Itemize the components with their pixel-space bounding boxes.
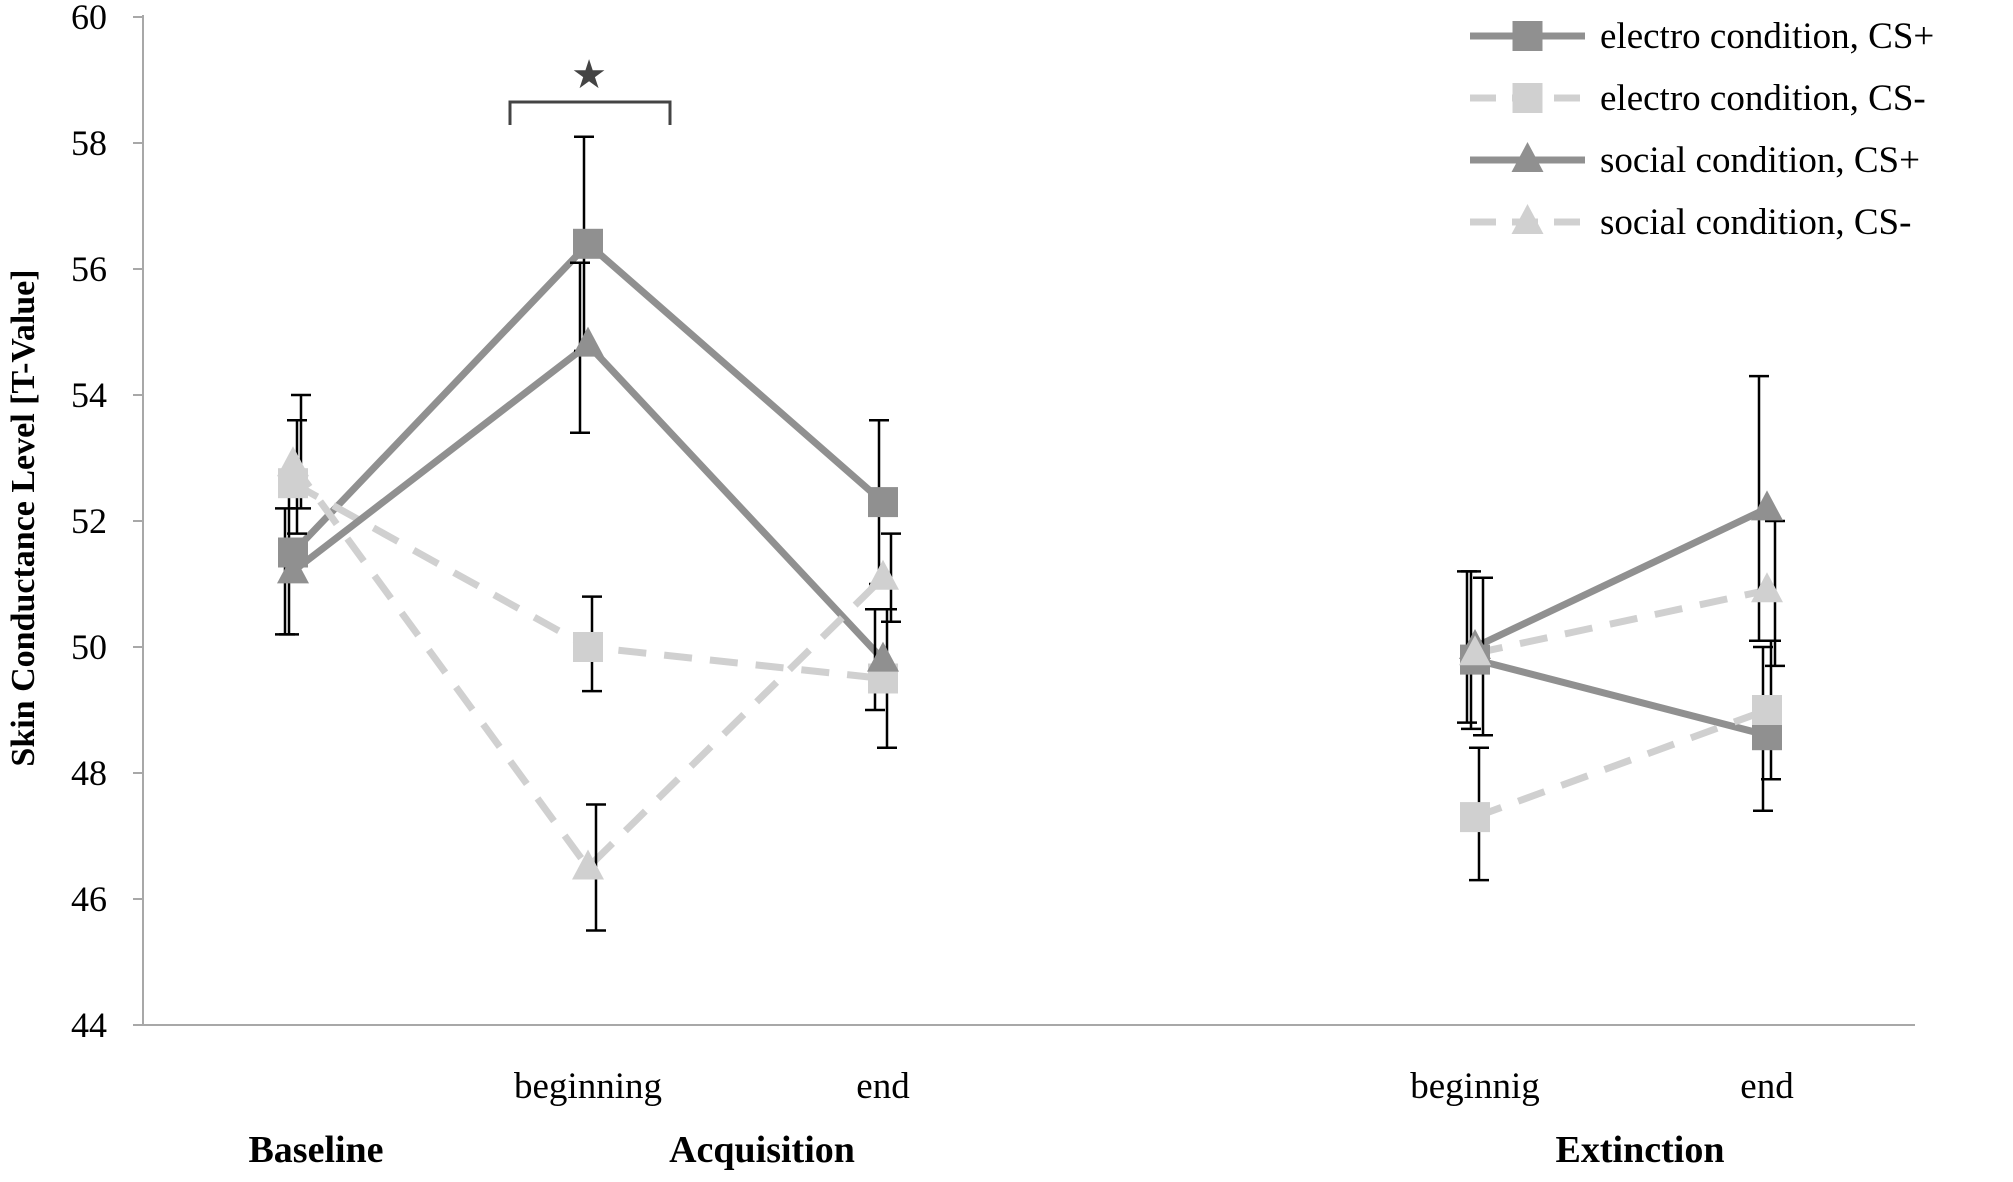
series-line <box>290 462 886 871</box>
x-tick-label: end <box>856 1066 910 1107</box>
y-tick-label: 54 <box>71 375 107 415</box>
y-tick-label: 60 <box>71 0 107 37</box>
error-bars <box>275 135 1785 932</box>
data-point <box>1511 142 1544 172</box>
phase-label: Baseline <box>248 1129 383 1171</box>
data-point <box>1511 204 1544 234</box>
data-point <box>572 849 604 880</box>
data-point <box>1751 572 1783 603</box>
data-point <box>277 553 309 584</box>
data-point <box>1752 695 1782 725</box>
data-point <box>1751 490 1783 521</box>
markers-group <box>277 228 1783 880</box>
x-tick-label: beginning <box>514 1066 662 1107</box>
y-tick-label: 56 <box>71 249 107 289</box>
data-point <box>1512 21 1543 51</box>
series-line <box>290 341 886 662</box>
y-tick-label: 46 <box>71 879 107 919</box>
data-point <box>572 326 604 357</box>
y-tick-label: 52 <box>71 501 107 541</box>
data-point <box>1512 83 1543 113</box>
data-point <box>573 632 603 662</box>
y-tick-label: 50 <box>71 627 107 667</box>
phase-label: Extinction <box>1556 1129 1725 1171</box>
axis-labels: 44 46 48 50 52 54 56 58 60 Skin Conductance Level… <box>5 0 1794 1171</box>
data-point <box>867 641 899 672</box>
data-point <box>1460 802 1490 833</box>
x-tick-label: beginnig <box>1410 1066 1539 1107</box>
data-point <box>277 446 309 477</box>
legend-label: social condition, CS+ <box>1600 140 1920 181</box>
y-tick-label: 58 <box>71 123 107 163</box>
series-line <box>1474 656 1768 739</box>
legend-label: electro condition, CS- <box>1600 78 1926 119</box>
series-group <box>290 240 1769 871</box>
significance-bracket <box>508 100 672 125</box>
legend-label: electro condition, CS+ <box>1600 16 1934 57</box>
data-point <box>1459 635 1491 666</box>
significance-star: ★ <box>571 52 607 98</box>
y-axis-title: Skin Conductance Level [T-Value] <box>5 269 42 766</box>
data-point <box>868 487 898 518</box>
legend-label: social condition, CS- <box>1600 202 1911 243</box>
data-point <box>573 228 603 259</box>
y-tick-label: 44 <box>71 1005 107 1045</box>
series-line <box>1473 706 1769 821</box>
data-point <box>867 559 899 590</box>
phase-label: Acquisition <box>669 1129 855 1171</box>
series-line <box>1474 586 1768 657</box>
data-point <box>1752 720 1782 751</box>
series-line <box>1473 505 1769 651</box>
legend: electro condition, CS+ electro condition,… <box>1470 16 1934 243</box>
y-tick-label: 48 <box>71 753 107 793</box>
axes <box>133 15 1915 1026</box>
significance-annotation: ★ <box>508 52 672 125</box>
x-tick-label: end <box>1740 1066 1794 1107</box>
